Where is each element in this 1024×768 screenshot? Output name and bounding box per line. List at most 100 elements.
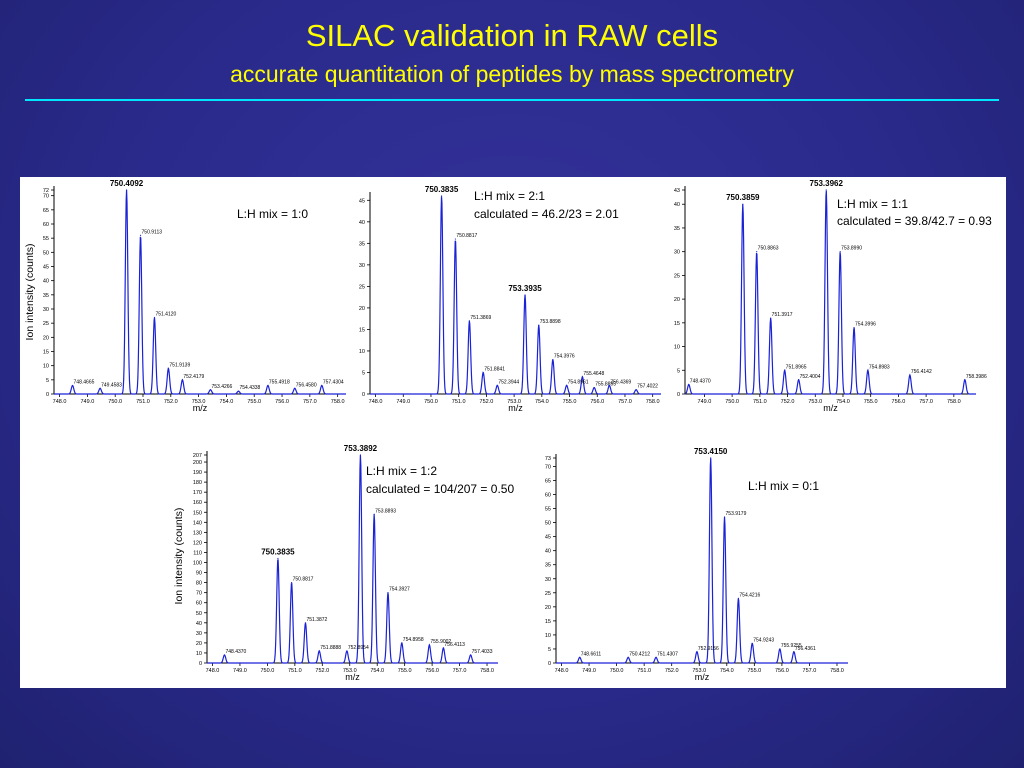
peak-label: 750.3835 <box>261 547 295 556</box>
peak-label: 756.4142 <box>911 369 932 375</box>
x-tick-label: 756.0 <box>892 399 906 405</box>
y-tick-label: 25 <box>545 591 551 597</box>
y-tick-label: 55 <box>43 236 49 242</box>
y-tick-label: 50 <box>43 250 49 256</box>
peak-label: 751.8888 <box>320 645 341 651</box>
y-tick-label: 0 <box>46 392 49 398</box>
x-tick-label: 751.0 <box>637 668 651 674</box>
spectrum-chart-4: 0 10 20 30 40 50 60 70 80 90 100 110 120 130 140 150 160… <box>173 444 514 682</box>
chart-annotation: calculated = 39.8/42.7 = 0.93 <box>837 214 992 228</box>
x-tick-label: 757.0 <box>919 399 933 405</box>
peak-label: 753.8893 <box>375 508 396 514</box>
x-tick-label: 748.0 <box>369 399 383 405</box>
y-tick-label: 20 <box>43 335 49 341</box>
y-tick-label: 30 <box>674 250 680 256</box>
x-tick-label: 752.0 <box>164 399 178 405</box>
x-axis-label: m/z <box>345 672 360 682</box>
peak-marker <box>552 358 554 361</box>
y-tick-label: 65 <box>43 208 49 214</box>
x-tick-label: 758.0 <box>947 399 961 405</box>
chart-annotation: calculated = 104/207 = 0.50 <box>366 482 514 496</box>
peak-marker <box>538 324 540 326</box>
x-axis-label: m/z <box>508 403 523 413</box>
y-tick-label: 207 <box>193 453 202 459</box>
x-tick-label: 753.0 <box>808 399 822 405</box>
peak-marker <box>655 656 657 658</box>
y-tick-label: 150 <box>193 510 202 516</box>
y-tick-label: 200 <box>193 460 202 466</box>
slide-title: SILAC validation in RAW cells <box>305 18 719 53</box>
peak-marker <box>566 384 568 386</box>
peak-marker <box>688 383 690 386</box>
peak-marker <box>277 557 279 560</box>
peak-label: 750.4092 <box>110 179 144 188</box>
y-tick-label: 80 <box>196 581 202 587</box>
y-tick-label: 40 <box>359 220 365 226</box>
y-tick-label: 30 <box>359 263 365 269</box>
peak-label: 757.4022 <box>637 384 658 390</box>
y-tick-label: 45 <box>359 198 365 204</box>
y-tick-label: 40 <box>196 621 202 627</box>
x-tick-label: 758.0 <box>480 668 494 674</box>
peak-marker <box>153 316 156 319</box>
peak-marker <box>593 386 595 389</box>
peak-label: 751.4307 <box>657 651 678 657</box>
x-tick-label: 750.0 <box>725 399 739 405</box>
peak-label: 753.8898 <box>540 319 561 325</box>
peak-marker <box>440 195 443 197</box>
y-tick-label: 20 <box>674 297 680 303</box>
peak-marker <box>401 642 403 644</box>
x-tick-label: 750.0 <box>108 399 122 405</box>
peak-label: 752.8954 <box>348 645 369 651</box>
peak-marker <box>756 251 758 253</box>
y-tick-label: 10 <box>43 364 49 370</box>
y-tick-label: 60 <box>196 601 202 607</box>
x-tick-label: 753.0 <box>692 668 706 674</box>
peak-label: 755.8895 <box>595 382 616 388</box>
peak-label: 758.3986 <box>966 374 987 380</box>
peak-marker <box>627 656 629 658</box>
peak-marker <box>482 371 484 374</box>
peak-label: 751.8841 <box>484 366 505 372</box>
peak-marker <box>321 384 323 387</box>
peak-label: 750.4212 <box>629 651 650 657</box>
y-tick-label: 130 <box>193 530 202 536</box>
y-tick-label: 40 <box>674 202 680 208</box>
y-tick-label: 35 <box>359 241 365 247</box>
peak-marker <box>770 317 772 319</box>
y-tick-label: 15 <box>545 619 551 625</box>
x-tick-label: 752.0 <box>665 668 679 674</box>
title-divider <box>25 99 999 101</box>
x-tick-label: 750.0 <box>610 668 624 674</box>
peak-label: 752.4004 <box>800 374 821 380</box>
peak-marker <box>710 457 712 459</box>
peak-label: 751.4120 <box>155 312 176 318</box>
peak-label: 754.8961 <box>568 379 589 385</box>
y-tick-label: 30 <box>545 577 551 583</box>
peak-label: 754.4338 <box>239 385 260 391</box>
y-tick-label: 15 <box>674 321 680 327</box>
peak-label: 755.9255 <box>781 643 802 649</box>
peak-label: 755.9002 <box>430 639 451 645</box>
chart-annotation: L:H mix = 0:1 <box>748 479 819 493</box>
x-tick-label: 755.0 <box>563 399 577 405</box>
spectrum-trace <box>556 458 848 664</box>
peak-marker <box>71 384 74 387</box>
peak-marker <box>751 642 753 644</box>
peak-label: 756.4113 <box>444 642 465 648</box>
y-tick-label: 25 <box>674 273 680 279</box>
peak-label: 756.4580 <box>296 382 317 388</box>
y-tick-label: 43 <box>674 188 680 194</box>
peak-marker <box>798 379 800 381</box>
x-tick-label: 749.0 <box>698 399 712 405</box>
peak-marker <box>294 387 296 389</box>
peak-label: 751.3872 <box>306 617 327 623</box>
peak-marker <box>359 454 362 456</box>
y-tick-label: 35 <box>43 293 49 299</box>
x-tick-label: 755.0 <box>864 399 878 405</box>
x-tick-label: 754.0 <box>535 399 549 405</box>
spectrum-trace <box>54 190 346 395</box>
peak-label: 750.3859 <box>726 193 760 202</box>
y-tick-label: 40 <box>545 549 551 555</box>
y-tick-label: 20 <box>545 605 551 611</box>
